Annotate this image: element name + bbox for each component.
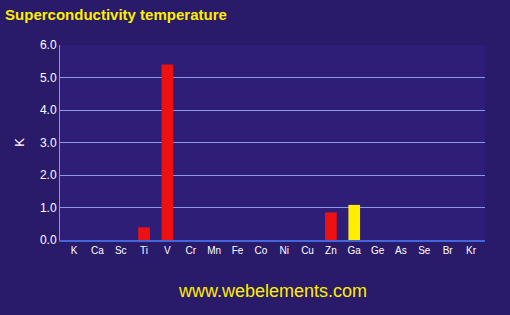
svg-text:Ge: Ge	[371, 245, 385, 256]
svg-text:Cu: Cu	[301, 245, 314, 256]
svg-text:Superconductivity temperature: Superconductivity temperature	[5, 6, 227, 23]
svg-text:As: As	[395, 245, 407, 256]
svg-text:4.0: 4.0	[40, 103, 57, 117]
svg-text:5.0: 5.0	[40, 71, 57, 85]
svg-text:Se: Se	[418, 245, 431, 256]
svg-text:Co: Co	[254, 245, 267, 256]
svg-text:1.0: 1.0	[40, 201, 57, 215]
svg-text:Ti: Ti	[140, 245, 148, 256]
svg-text:0.0: 0.0	[40, 233, 57, 247]
svg-text:Ga: Ga	[348, 245, 362, 256]
svg-text:3.0: 3.0	[40, 136, 57, 150]
svg-text:Mn: Mn	[207, 245, 221, 256]
svg-text:Cr: Cr	[185, 245, 196, 256]
svg-text:K: K	[71, 245, 78, 256]
svg-text:2.0: 2.0	[40, 168, 57, 182]
svg-text:Sc: Sc	[115, 245, 127, 256]
svg-text:Zn: Zn	[325, 245, 337, 256]
svg-text:6.0: 6.0	[40, 38, 57, 52]
svg-text:www.webelements.com: www.webelements.com	[178, 281, 367, 301]
svg-text:Ca: Ca	[91, 245, 104, 256]
svg-text:Br: Br	[443, 245, 454, 256]
svg-text:Kr: Kr	[466, 245, 477, 256]
svg-text:Fe: Fe	[232, 245, 244, 256]
svg-text:Ni: Ni	[279, 245, 288, 256]
svg-text:V: V	[164, 245, 171, 256]
svg-text:K: K	[12, 138, 27, 147]
